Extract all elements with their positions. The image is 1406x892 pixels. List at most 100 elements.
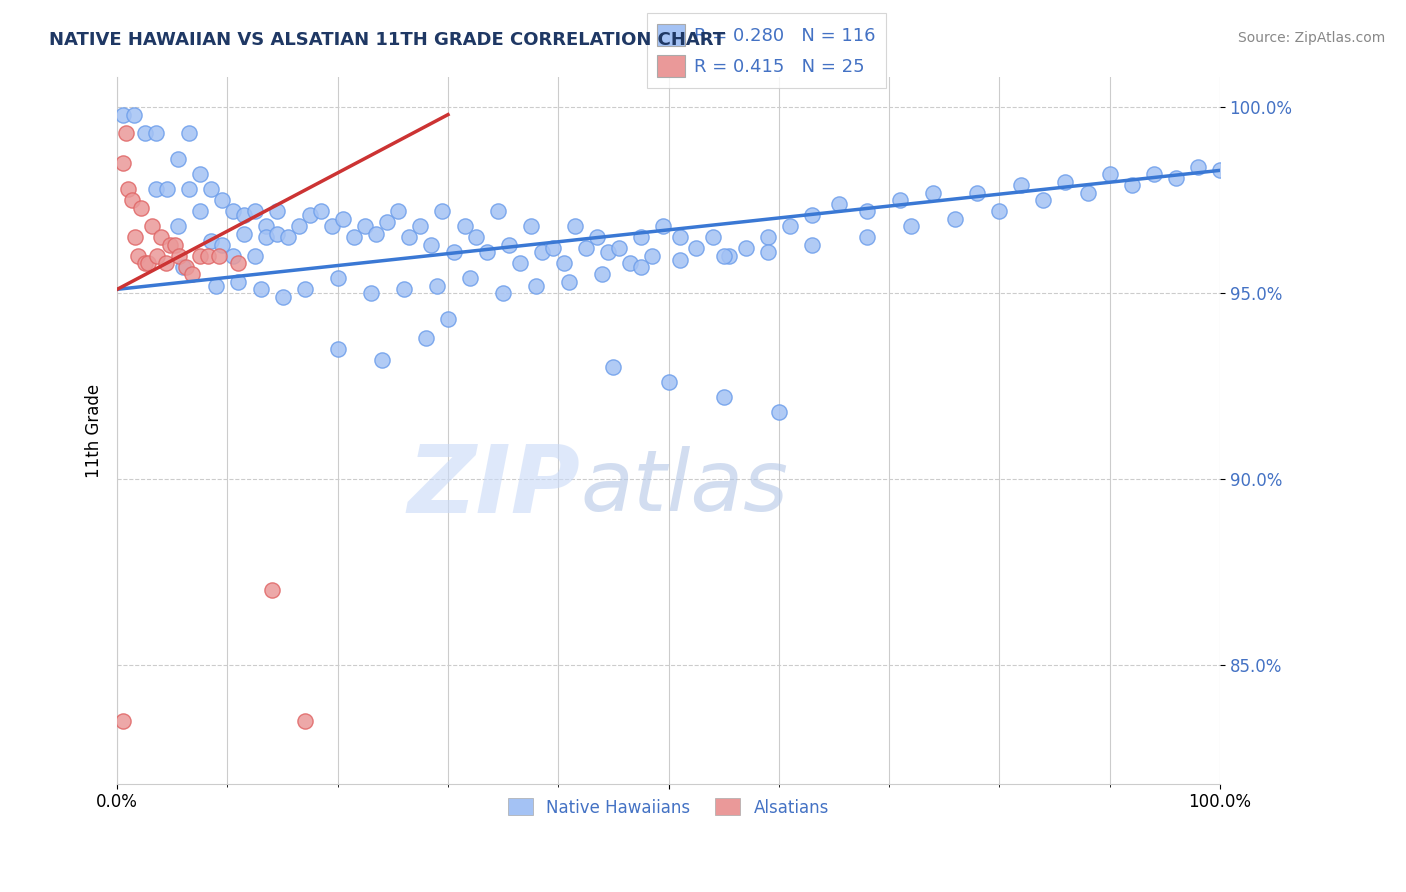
Point [591, 268, 613, 282]
Point [630, 230, 652, 244]
Text: ZIP: ZIP [408, 441, 581, 533]
Point [177, 126, 200, 140]
Point [702, 230, 724, 244]
Point [558, 275, 581, 289]
Point [124, 230, 146, 244]
Point [343, 230, 366, 244]
Point [299, 208, 322, 222]
Point [111, 714, 134, 728]
Point [768, 405, 790, 419]
Point [211, 237, 233, 252]
Point [121, 193, 143, 207]
Point [117, 182, 139, 196]
Point [1121, 178, 1143, 193]
Point [800, 237, 823, 252]
Point [200, 234, 222, 248]
Point [630, 260, 652, 274]
Point [1164, 170, 1187, 185]
Point [432, 204, 454, 219]
Point [657, 376, 679, 390]
Point [233, 227, 256, 241]
Point [354, 219, 377, 234]
Point [254, 219, 277, 234]
Point [146, 249, 169, 263]
Point [375, 215, 398, 229]
Point [243, 249, 266, 263]
Point [966, 186, 988, 200]
Point [800, 208, 823, 222]
Point [1010, 178, 1032, 193]
Point [619, 256, 641, 270]
Point [326, 271, 349, 285]
Point [156, 182, 179, 196]
Point [233, 208, 256, 222]
Point [734, 242, 756, 256]
Point [271, 290, 294, 304]
Point [200, 182, 222, 196]
Point [326, 342, 349, 356]
Point [222, 204, 245, 219]
Point [134, 126, 156, 140]
Point [294, 282, 316, 296]
Point [641, 249, 664, 263]
Point [1076, 186, 1098, 200]
Point [922, 186, 945, 200]
Point [254, 230, 277, 244]
Point [111, 156, 134, 170]
Point [685, 242, 707, 256]
Text: atlas: atlas [581, 446, 789, 529]
Point [652, 219, 675, 234]
Point [111, 107, 134, 121]
Point [668, 252, 690, 267]
Point [1098, 167, 1121, 181]
Point [167, 249, 190, 263]
Point [159, 237, 181, 252]
Point [131, 201, 153, 215]
Legend: Native Hawaiians, Alsatians: Native Hawaiians, Alsatians [499, 790, 838, 825]
Point [150, 230, 173, 244]
Point [172, 260, 194, 274]
Point [828, 197, 851, 211]
Point [181, 268, 204, 282]
Point [309, 204, 332, 219]
Point [509, 256, 531, 270]
Point [163, 237, 186, 252]
Point [437, 312, 460, 326]
Point [127, 249, 149, 263]
Point [889, 193, 911, 207]
Point [136, 256, 159, 270]
Y-axis label: 11th Grade: 11th Grade [86, 384, 103, 477]
Point [211, 193, 233, 207]
Point [464, 230, 486, 244]
Point [277, 230, 299, 244]
Point [288, 219, 311, 234]
Point [174, 260, 197, 274]
Point [779, 219, 801, 234]
Point [371, 353, 394, 368]
Point [607, 242, 630, 256]
Point [756, 230, 779, 244]
Point [249, 282, 271, 296]
Point [498, 237, 520, 252]
Point [443, 245, 465, 260]
Point [668, 230, 690, 244]
Point [718, 249, 741, 263]
Point [475, 245, 498, 260]
Point [145, 182, 167, 196]
Point [188, 167, 211, 181]
Point [321, 219, 343, 234]
Point [713, 390, 735, 404]
Point [564, 219, 586, 234]
Point [228, 275, 250, 289]
Point [943, 211, 966, 226]
Point [415, 331, 437, 345]
Point [366, 227, 388, 241]
Point [266, 204, 288, 219]
Point [420, 237, 443, 252]
Point [458, 271, 481, 285]
Point [900, 219, 922, 234]
Point [553, 256, 575, 270]
Point [856, 204, 879, 219]
Point [713, 249, 735, 263]
Point [387, 204, 409, 219]
